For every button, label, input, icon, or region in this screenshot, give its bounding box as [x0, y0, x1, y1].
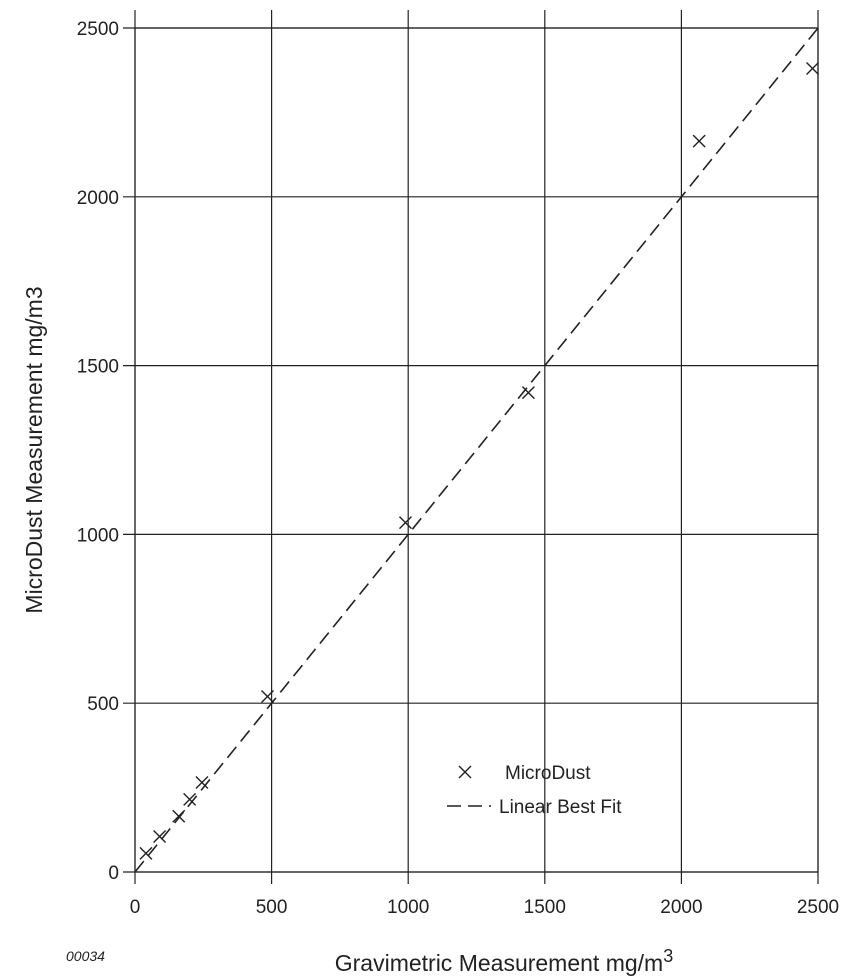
data-point-x-marker	[521, 386, 535, 400]
y-axis-title: MicroDust Measurement mg/m3	[21, 286, 47, 613]
plot-frame	[134, 27, 819, 873]
y-tick-label: 2500	[77, 19, 119, 40]
y-tick-label: 1000	[77, 525, 119, 546]
grid-lines	[123, 10, 819, 884]
legend-label-best-fit: Linear Best Fit	[499, 797, 622, 818]
data-point-x-marker	[139, 846, 153, 860]
legend: MicroDust Linear Best Fit	[447, 763, 622, 818]
x-tick-label: 2000	[660, 897, 702, 918]
x-axis-title-superscript: 3	[663, 946, 673, 966]
data-point-x-marker	[806, 62, 820, 76]
x-tick-label: 500	[256, 897, 288, 918]
data-point-x-marker	[183, 792, 197, 806]
y-tick-label: 500	[87, 694, 119, 715]
legend-marker-x	[458, 765, 472, 779]
x-tick-label: 2500	[797, 897, 839, 918]
data-point-x-marker	[195, 776, 209, 790]
data-series	[134, 27, 820, 873]
x-tick-label: 0	[130, 897, 141, 918]
legend-label-microdust: MicroDust	[505, 763, 591, 784]
data-point-x-marker	[261, 689, 274, 703]
data-point-x-marker	[398, 516, 412, 530]
best-fit-line	[134, 27, 819, 873]
y-tick-label: 2000	[77, 188, 119, 209]
tick-labels: 0 500 1000 1500 2000 2500 0 500 1000 1500 2000 2500	[77, 19, 839, 918]
data-point-x-marker	[153, 830, 167, 844]
y-tick-label: 0	[108, 863, 119, 884]
x-tick-label: 1000	[387, 897, 429, 918]
x-tick-label: 1500	[524, 897, 566, 918]
data-point-x-marker	[692, 134, 706, 148]
x-axis-title: Gravimetric Measurement mg/m3	[335, 946, 673, 976]
figure-code: 00034	[66, 948, 105, 964]
x-axis-title-text: Gravimetric Measurement mg/m	[335, 950, 663, 976]
y-tick-label: 1500	[77, 357, 119, 378]
data-point-x-marker	[172, 809, 186, 823]
